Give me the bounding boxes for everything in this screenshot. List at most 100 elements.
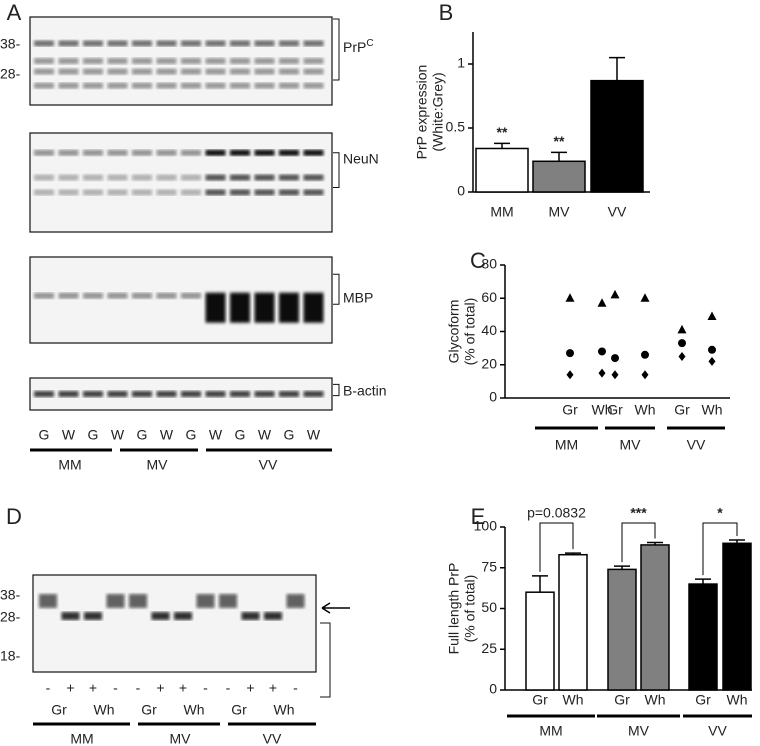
band — [303, 82, 324, 89]
band — [83, 292, 103, 299]
y-tick-label: 100 — [474, 518, 498, 534]
band — [254, 58, 275, 64]
band — [254, 82, 275, 89]
group-label: VV — [708, 723, 727, 739]
significance: * — [717, 505, 723, 521]
band — [181, 58, 201, 64]
tissue-label: Wh — [94, 702, 115, 718]
band — [107, 292, 128, 299]
error-bar — [565, 552, 581, 555]
band — [83, 174, 103, 181]
band — [279, 40, 299, 47]
band — [83, 40, 103, 47]
band — [34, 68, 54, 75]
band — [205, 189, 226, 196]
panel-letter: E — [471, 504, 486, 529]
point — [678, 339, 686, 348]
lane-sign: - — [293, 680, 298, 696]
band — [34, 391, 54, 397]
bar — [558, 553, 588, 691]
band — [279, 149, 299, 156]
band — [107, 391, 128, 397]
group-label: MV — [170, 731, 192, 746]
x-tick-label: MV — [549, 204, 571, 220]
band — [205, 391, 226, 397]
band — [181, 174, 201, 181]
bracket — [320, 622, 331, 698]
x-tick-label: Wh — [592, 402, 613, 418]
band — [205, 58, 226, 64]
band — [230, 391, 250, 397]
x-tick-label: Wh — [645, 692, 666, 708]
bracket — [333, 273, 340, 305]
x-tick-label: Gr — [532, 692, 548, 708]
lane-label: G — [284, 427, 295, 443]
band — [264, 612, 282, 620]
point — [641, 350, 649, 359]
group-label: MV — [620, 437, 642, 453]
mw-marker: 38- — [0, 36, 21, 52]
blot-label: PrPC — [343, 38, 374, 55]
band — [61, 612, 80, 620]
error-bar — [647, 541, 663, 545]
band — [181, 189, 201, 196]
band — [303, 292, 324, 323]
bar — [640, 544, 670, 691]
y-axis-label: (White:Grey) — [430, 72, 446, 151]
error-bar — [532, 575, 548, 593]
point — [677, 324, 687, 334]
lane-label: G — [235, 427, 246, 443]
x-tick-label: Wh — [563, 692, 584, 708]
significance: ** — [554, 133, 565, 149]
lane-sign: - — [46, 680, 51, 696]
lane-label: W — [258, 427, 272, 443]
band — [156, 149, 177, 156]
band — [58, 174, 79, 181]
band — [181, 391, 201, 397]
band — [205, 292, 226, 323]
y-tick-label: 0 — [489, 681, 497, 697]
band — [230, 174, 250, 181]
y-axis-label: (% of total) — [462, 298, 478, 366]
band — [58, 68, 79, 75]
x-tick-label: Gr — [695, 692, 711, 708]
band — [254, 68, 275, 75]
band — [34, 82, 54, 89]
band — [156, 189, 177, 196]
band — [84, 612, 102, 620]
bar — [688, 583, 718, 691]
point — [707, 311, 717, 321]
lane-label: W — [160, 427, 174, 443]
point — [598, 368, 606, 378]
band — [205, 174, 226, 181]
band — [34, 149, 54, 156]
label-sup: C — [366, 38, 373, 49]
lane-label: G — [186, 427, 197, 443]
point — [566, 349, 574, 358]
tissue-label: Gr — [141, 702, 157, 718]
band — [230, 82, 250, 89]
band — [174, 612, 192, 620]
y-tick-label: 80 — [481, 256, 497, 272]
band — [230, 149, 250, 156]
lane-sign: + — [66, 680, 74, 696]
lane-label: W — [209, 427, 223, 443]
significance: ** — [497, 124, 508, 140]
y-axis-label: (% of total) — [462, 575, 478, 643]
band — [83, 149, 103, 156]
band — [107, 40, 128, 47]
y-tick-label: 0.5 — [446, 119, 466, 135]
band — [205, 82, 226, 89]
band — [241, 612, 260, 620]
band — [205, 149, 226, 156]
band — [303, 391, 324, 397]
y-tick-label: 1 — [457, 55, 465, 71]
error-bar — [609, 56, 625, 81]
y-axis-label: Full length PrP — [446, 563, 462, 655]
bar — [607, 568, 637, 691]
point — [597, 298, 607, 307]
band — [156, 82, 177, 89]
point — [598, 347, 606, 356]
band — [205, 40, 226, 47]
